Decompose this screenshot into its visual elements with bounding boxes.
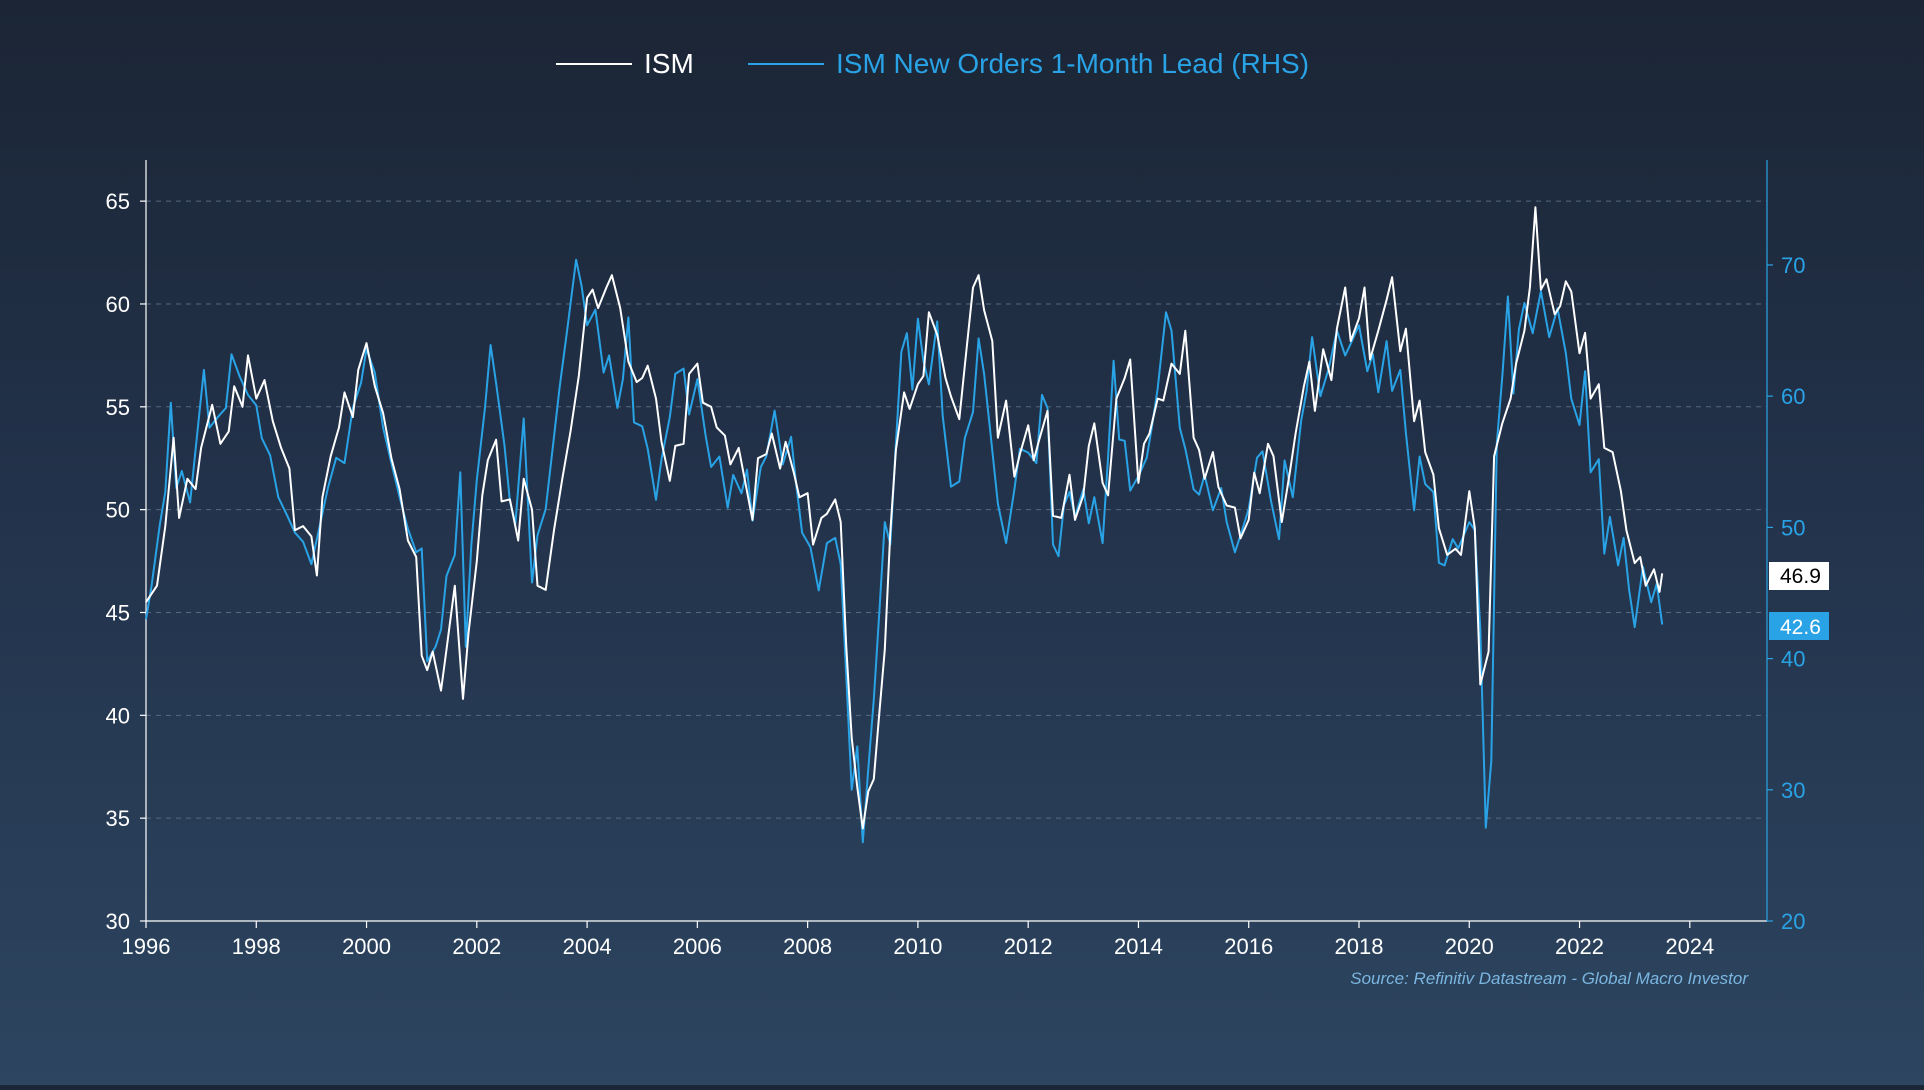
x-tick-label: 2016 — [1224, 934, 1273, 959]
left-tick-label: 30 — [106, 909, 130, 934]
x-tick-label: 1996 — [122, 934, 171, 959]
x-tick-label: 2010 — [893, 934, 942, 959]
x-tick-label: 2020 — [1445, 934, 1494, 959]
x-tick-label: 2000 — [342, 934, 391, 959]
ism-end-tag-label: 46.9 — [1780, 565, 1821, 588]
left-tick-label: 50 — [106, 498, 130, 523]
left-tick-label: 55 — [106, 395, 130, 420]
right-tick-label: 70 — [1781, 253, 1805, 278]
gridlines — [146, 200, 1767, 819]
right-tick-label: 50 — [1781, 515, 1805, 540]
end-tags: 46.9 42.6 — [1769, 562, 1829, 640]
new-orders-end-tag-bg — [1769, 612, 1829, 640]
right-tick-label: 20 — [1781, 909, 1805, 934]
right-tick-label: 60 — [1781, 384, 1805, 409]
left-tick-label: 65 — [106, 189, 130, 214]
x-tick-label: 2002 — [452, 934, 501, 959]
new-orders-end-tag-label: 42.6 — [1780, 616, 1821, 639]
x-tick-label: 2014 — [1114, 934, 1163, 959]
x-tick-label: 2022 — [1555, 934, 1604, 959]
x-tick-label: 2006 — [673, 934, 722, 959]
left-tick-label: 35 — [106, 806, 130, 831]
legend-new-orders-label: ISM New Orders 1-Month Lead (RHS) — [836, 48, 1309, 79]
left-tick-label: 40 — [106, 703, 130, 728]
series-line-ism — [145, 206, 1664, 830]
right-tick-label: 40 — [1781, 647, 1805, 672]
x-ticks: 1996 1998 2000 2002 2004 2006 2008 2010 2012 2014… — [122, 921, 1714, 959]
x-tick-label: 1998 — [232, 934, 281, 959]
left-tick-label: 60 — [106, 292, 130, 317]
series — [145, 206, 1664, 844]
legend-ism-label: ISM — [644, 48, 694, 79]
left-y-ticks: 30 35 40 45 50 55 60 65 — [106, 189, 146, 934]
x-tick-label: 2004 — [563, 934, 612, 959]
axes — [145, 160, 1768, 922]
x-tick-label: 2008 — [783, 934, 832, 959]
ism-end-tag-bg — [1769, 562, 1829, 590]
right-tick-label: 30 — [1781, 778, 1805, 803]
left-tick-label: 45 — [106, 600, 130, 625]
x-tick-label: 2018 — [1335, 934, 1384, 959]
x-tick-label: 2012 — [1004, 934, 1053, 959]
right-y-ticks: 20 30 40 50 60 70 — [1767, 253, 1805, 934]
x-tick-label: 2024 — [1665, 934, 1714, 959]
legend: ISM ISM New Orders 1-Month Lead (RHS) — [556, 48, 1309, 79]
source-caption: Source: Refinitiv Datastream - Global Ma… — [1350, 969, 1749, 988]
series-line-new-orders — [145, 258, 1664, 844]
